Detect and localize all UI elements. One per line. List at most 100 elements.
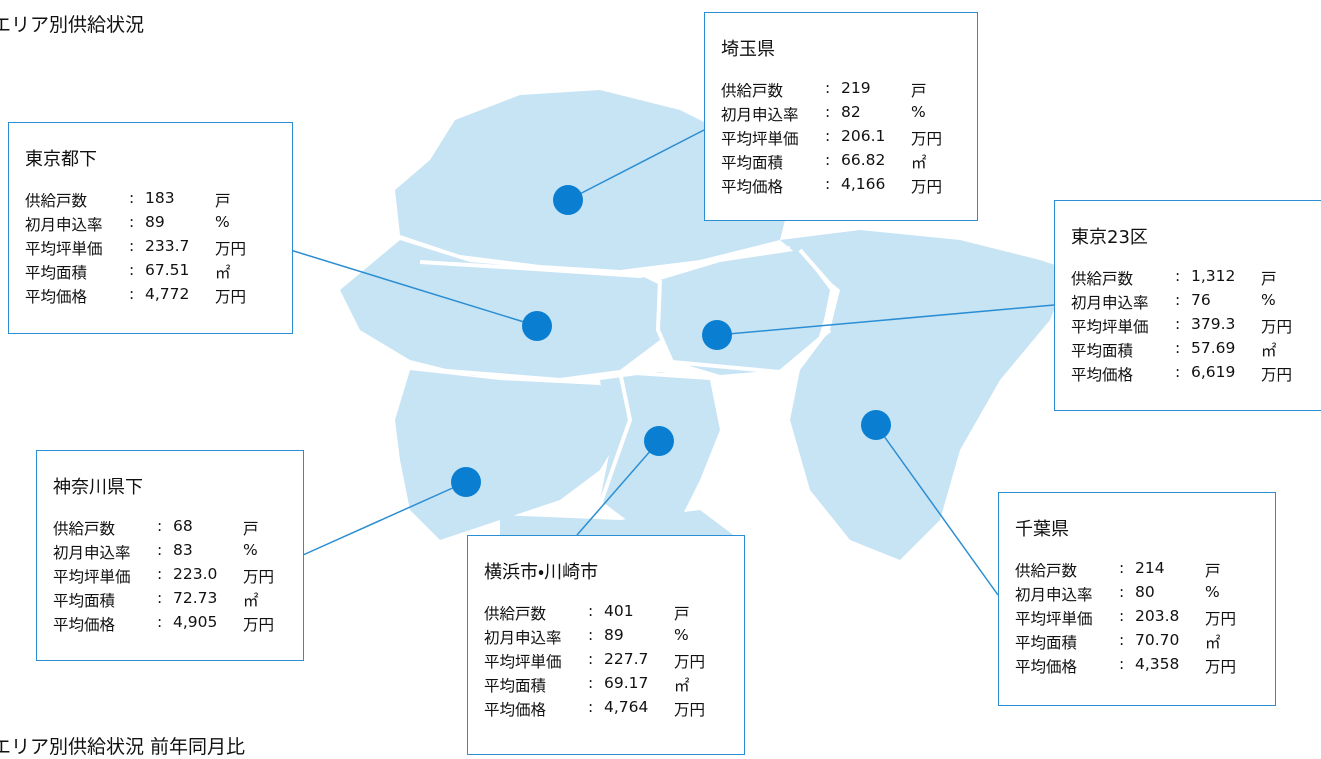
separator: :	[129, 189, 135, 207]
stat-label: 平均坪単価	[53, 568, 131, 586]
area-box: 埼玉県 供給戸数:219 戸初月申込率:82% 平均坪単価:206.1 万円 平均面積:6…	[704, 12, 978, 221]
stat-label: 初月申込率	[484, 629, 562, 647]
leader-line	[302, 481, 467, 556]
stat-value: 67.51	[145, 261, 190, 279]
stat-value: 223.0	[173, 565, 218, 583]
separator: :	[129, 285, 135, 303]
stat-unit: 戸	[911, 82, 927, 100]
stat-label: 平均価格	[53, 616, 116, 634]
stat-value: 68	[173, 517, 193, 535]
map	[257, 90, 1070, 596]
stat-value: 1,312	[1191, 267, 1236, 285]
stat-label: 初月申込率	[1015, 586, 1093, 604]
stat-label: 平均価格	[25, 288, 88, 306]
stat-value: 203.8	[1135, 607, 1180, 625]
stat-label: 平均価格	[484, 701, 547, 719]
stat-unit: %	[1261, 291, 1276, 309]
separator: :	[825, 151, 831, 169]
separator: :	[825, 79, 831, 97]
area-dot	[861, 410, 891, 440]
stat-label: 初月申込率	[1071, 294, 1149, 312]
stat-unit: ㎡	[215, 264, 231, 282]
stat-unit: ㎡	[1261, 342, 1277, 360]
area-name: 東京23区	[1071, 227, 1148, 248]
separator: :	[129, 261, 135, 279]
stat-unit: ㎡	[911, 154, 927, 172]
subtitle: エリア別供給状況 前年同月比	[0, 736, 246, 758]
area-name: 埼玉県	[721, 39, 775, 60]
separator: :	[157, 565, 163, 583]
stat-unit: 万円	[1261, 318, 1293, 336]
separator: :	[825, 175, 831, 193]
separator: :	[157, 589, 163, 607]
stat-label: 供給戸数	[721, 82, 784, 100]
stat-label: 平均価格	[721, 178, 784, 196]
stat-value: 4,764	[604, 698, 649, 716]
stat-value: 6,619	[1191, 363, 1236, 381]
stat-value: 219	[841, 79, 871, 97]
area-name: 千葉県	[1015, 519, 1069, 540]
leader-line	[576, 440, 660, 536]
stat-label: 平均坪単価	[1015, 610, 1093, 628]
stat-label: 平均価格	[1015, 658, 1078, 676]
page: {"title": "エリア別供給状況", "subtitle": "エリア別供…	[0, 12, 1321, 758]
stat-unit: 戸	[674, 605, 690, 623]
leader-line	[257, 239, 538, 327]
leader-line	[875, 424, 999, 596]
stat-unit: %	[243, 541, 258, 559]
separator: :	[588, 650, 594, 668]
stat-unit: %	[674, 626, 689, 644]
separator: :	[1119, 655, 1125, 673]
stat-label: 供給戸数	[1071, 270, 1134, 288]
stat-unit: 万円	[243, 568, 275, 586]
stat-label: 平均面積	[25, 264, 88, 282]
separator: :	[1119, 559, 1125, 577]
separator: :	[129, 213, 135, 231]
stat-unit: %	[215, 213, 230, 231]
stat-value: 4,772	[145, 285, 190, 303]
stat-unit: 万円	[215, 240, 247, 258]
area-name: 東京都下	[25, 149, 97, 170]
area-box: 東京23区 供給戸数:1,312 戸初月申込率:76% 平均坪単価:379.3 万円 平均…	[1054, 200, 1321, 411]
separator: :	[588, 626, 594, 644]
stat-unit: 万円	[215, 288, 247, 306]
stat-unit: ㎡	[1205, 634, 1221, 652]
stat-value: 227.7	[604, 650, 649, 668]
stat-unit: 万円	[1261, 366, 1293, 384]
stat-value: 57.69	[1191, 339, 1236, 357]
title: エリア別供給状況	[0, 14, 145, 36]
stat-label: 平均面積	[53, 592, 116, 610]
separator: :	[1119, 631, 1125, 649]
stat-label: 初月申込率	[721, 106, 799, 124]
separator: :	[157, 517, 163, 535]
stat-value: 4,358	[1135, 655, 1180, 673]
stat-value: 89	[604, 626, 624, 644]
stat-label: 供給戸数	[484, 605, 547, 623]
separator: :	[825, 127, 831, 145]
stat-value: 66.82	[841, 151, 886, 169]
area-box: 千葉県 供給戸数:214 戸初月申込率:80% 平均坪単価:203.8 万円 平均面積:7…	[998, 492, 1276, 706]
stat-unit: 万円	[1205, 658, 1237, 676]
separator: :	[825, 103, 831, 121]
stat-unit: 万円	[911, 130, 943, 148]
stat-label: 平均坪単価	[484, 653, 562, 671]
stat-value: 183	[145, 189, 175, 207]
stat-value: 4,905	[173, 613, 218, 631]
map-land	[340, 90, 1070, 575]
stat-value: 72.73	[173, 589, 218, 607]
stat-unit: %	[911, 103, 926, 121]
stat-label: 平均坪単価	[25, 240, 103, 258]
area-name: 神奈川県下	[53, 477, 143, 498]
separator: :	[1119, 607, 1125, 625]
stat-unit: 万円	[1205, 610, 1237, 628]
stat-label: 平均面積	[484, 677, 547, 695]
stat-value: 76	[1191, 291, 1211, 309]
stat-unit: 万円	[674, 701, 706, 719]
stat-value: 80	[1135, 583, 1155, 601]
stat-value: 83	[173, 541, 193, 559]
stat-value: 379.3	[1191, 315, 1236, 333]
stat-label: 供給戸数	[53, 520, 116, 538]
area-dot	[553, 185, 583, 215]
stat-unit: ㎡	[674, 677, 690, 695]
stat-label: 平均坪単価	[721, 130, 799, 148]
